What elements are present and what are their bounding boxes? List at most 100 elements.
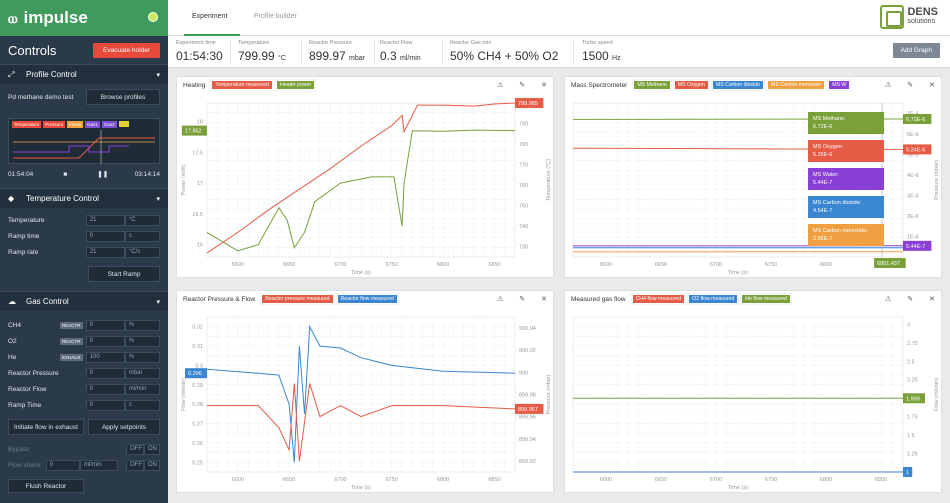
tooltip-label: MS Carbon monoxide: bbox=[813, 228, 868, 234]
measured-gas-flow-chart[interactable]: 6600665067006750680068501.251.51.7522.25… bbox=[565, 307, 943, 494]
heating-chart[interactable]: 6600 6650 6700 6750 6800 6850 16 16.5 17 17.5 18 73… bbox=[177, 93, 555, 279]
temperature-row-input[interactable]: 0 bbox=[85, 230, 125, 242]
top-navigation: Experiment Profile builder DENS solutions bbox=[168, 0, 950, 36]
legend-reactor-pressure[interactable]: Reactor pressure measured bbox=[260, 293, 335, 305]
warning-icon[interactable]: ⚠ bbox=[884, 82, 892, 89]
gas-control-header[interactable]: ☁ Gas Control ▾ bbox=[0, 291, 168, 311]
temperature-row-unit: °C/s bbox=[124, 246, 160, 258]
series-line-temperature-measured bbox=[206, 102, 516, 254]
legend-ms-water[interactable]: MS W bbox=[827, 79, 852, 91]
pause-icon[interactable]: ❚❚ bbox=[97, 171, 109, 178]
legend-ms-oxygen[interactable]: MS Oxygen bbox=[672, 79, 710, 91]
gas-row-input[interactable]: 100 bbox=[85, 351, 125, 363]
y2-tick-label: 899.98 bbox=[519, 393, 536, 399]
legend-o2-flow[interactable]: O2 flow measured bbox=[687, 293, 740, 305]
gas-row: CH4 REACTR 0 % bbox=[0, 317, 168, 333]
flush-reactor-button[interactable]: Flush Reactor bbox=[8, 479, 84, 493]
gas-row-input[interactable]: 0 bbox=[85, 367, 125, 379]
gas-row: Reactor Flow 0 ml/min bbox=[0, 381, 168, 397]
tab-profile-builder[interactable]: Profile builder bbox=[254, 13, 297, 20]
temperature-row-input[interactable]: 21 bbox=[85, 214, 125, 226]
flowcheck-toggle[interactable]: OFF ON bbox=[126, 459, 160, 471]
stat-value: 0.3 bbox=[380, 49, 397, 63]
y2-tick-label: 3 bbox=[907, 322, 910, 328]
legend-ms-methane[interactable]: MS Methane bbox=[632, 79, 672, 91]
gas-row-input[interactable]: 0 bbox=[85, 383, 125, 395]
browse-profiles-button[interactable]: Browse profiles bbox=[86, 89, 160, 105]
start-ramp-button[interactable]: Start Ramp bbox=[88, 266, 160, 282]
legend-ms-carbon-monoxide[interactable]: MS Carbon monoxide bbox=[766, 79, 827, 91]
reactor-pressure-chart[interactable]: 6600 6650 6700 6750 6800 6850 0.25 0.26 0.27 0.28… bbox=[177, 307, 555, 494]
plot-frame bbox=[206, 102, 516, 258]
legend-ch4-flow[interactable]: CH4 flow measured bbox=[630, 293, 687, 305]
dens-brand-sub: solutions bbox=[907, 18, 936, 25]
warning-icon[interactable]: ⚠ bbox=[496, 82, 504, 89]
x-tick-label: 6600 bbox=[232, 262, 244, 268]
temperature-row-label: Ramp rate bbox=[8, 248, 39, 256]
x-tick-label: 6700 bbox=[334, 477, 346, 483]
legend-ms-carbon-dioxide[interactable]: MS Carbon dioxide bbox=[710, 79, 766, 91]
profile-control-header[interactable]: ⤢ Profile Control ▾ bbox=[0, 64, 168, 84]
tab-experiment[interactable]: Experiment bbox=[192, 13, 228, 20]
x-tick-label: 6650 bbox=[655, 477, 667, 483]
flowcheck-on[interactable]: ON bbox=[144, 459, 160, 471]
legend-reactor-flow[interactable]: Reactor flow measured bbox=[335, 293, 399, 305]
pin-icon[interactable] bbox=[148, 12, 158, 22]
settings-icon[interactable]: ✎ bbox=[907, 296, 914, 303]
stat-value: 799.99 bbox=[238, 49, 275, 63]
settings-icon[interactable]: ✎ bbox=[519, 296, 526, 303]
close-icon[interactable]: ✕ bbox=[929, 296, 935, 303]
profile-gas-line bbox=[13, 145, 129, 153]
close-icon[interactable]: ✕ bbox=[929, 82, 935, 89]
x-tick-label: 6600 bbox=[600, 262, 612, 268]
gas-row-input[interactable]: 0 bbox=[85, 319, 125, 331]
gasflow-flag-top: 1.999 bbox=[906, 396, 920, 402]
tooltip-label: MS Water: bbox=[813, 172, 839, 178]
profile-preview[interactable]: Temperature Pressure Flows Gas1 Gas2 bbox=[8, 118, 160, 164]
gas-row-label: CH4 bbox=[8, 321, 22, 329]
sidebar: ⲱ impulse Controls Evacuate holder ⤢ Pro… bbox=[0, 0, 168, 503]
profile-time-row: 01:54:04 ■ ❚❚ 03:14:14 bbox=[0, 166, 168, 182]
settings-icon[interactable]: ✎ bbox=[907, 82, 914, 89]
y2-tick-label: 750 bbox=[519, 204, 528, 210]
legend-heater-power[interactable]: Heater power bbox=[275, 79, 317, 91]
bypass-on[interactable]: ON bbox=[144, 443, 160, 455]
evacuate-holder-button[interactable]: Evacuate holder bbox=[93, 42, 160, 58]
legend-temperature-measured[interactable]: Temperature measured bbox=[210, 79, 275, 91]
y2-tick-label: 730 bbox=[519, 245, 528, 251]
close-icon[interactable]: ✕ bbox=[541, 82, 547, 89]
tooltip-label: MS Oxygen: bbox=[813, 144, 844, 150]
flowcheck-input[interactable]: 0 bbox=[46, 459, 80, 471]
temperature-control-header[interactable]: ◆ Temperature Control ▾ bbox=[0, 188, 168, 208]
x-tick-label: 6800 bbox=[820, 477, 832, 483]
settings-icon[interactable]: ✎ bbox=[519, 82, 526, 89]
status-bar: Experiment time 01:54:30 Temperature 799.9… bbox=[168, 36, 950, 68]
tooltip-label: MS Methane: bbox=[813, 116, 846, 122]
gas-row-unit: ml/min bbox=[124, 383, 160, 395]
bypass-off[interactable]: OFF bbox=[126, 443, 144, 455]
active-tab-indicator bbox=[184, 34, 240, 36]
plot-frame bbox=[206, 316, 516, 473]
tooltip-value: 5.44E-7 bbox=[813, 180, 833, 186]
measured-gas-flow-panel: Measured gas flow CH4 flow measured O2 f… bbox=[564, 290, 942, 493]
bypass-toggle[interactable]: OFF ON bbox=[126, 443, 160, 455]
rp-flag-right: 899.967 bbox=[518, 407, 538, 413]
flowcheck-off[interactable]: OFF bbox=[126, 459, 144, 471]
profile-time-start: 01:54:04 bbox=[8, 170, 34, 178]
stop-icon[interactable]: ■ bbox=[63, 170, 68, 178]
mass-spectrometer-chart[interactable]: 6600665067006750680068501E-62E-63E-64E-6… bbox=[565, 93, 943, 279]
warning-icon[interactable]: ⚠ bbox=[884, 296, 892, 303]
x-axis-label: Time (s) bbox=[728, 270, 748, 276]
stat-divider bbox=[230, 40, 231, 64]
stat-divider bbox=[442, 40, 443, 64]
stat-divider bbox=[573, 40, 574, 64]
temperature-row-input[interactable]: 21 bbox=[85, 246, 125, 258]
close-icon[interactable]: ✕ bbox=[541, 296, 547, 303]
gas-row-input[interactable]: 0 bbox=[85, 399, 125, 411]
legend-he-flow[interactable]: He flow measured bbox=[740, 293, 793, 305]
initiate-flow-button[interactable]: Initiate flow in exhaust bbox=[8, 419, 84, 435]
add-graph-button[interactable]: Add Graph bbox=[892, 43, 940, 58]
warning-icon[interactable]: ⚠ bbox=[496, 296, 504, 303]
gas-row-input[interactable]: 0 bbox=[85, 335, 125, 347]
apply-setpoints-button[interactable]: Apply setpoints bbox=[88, 419, 160, 435]
